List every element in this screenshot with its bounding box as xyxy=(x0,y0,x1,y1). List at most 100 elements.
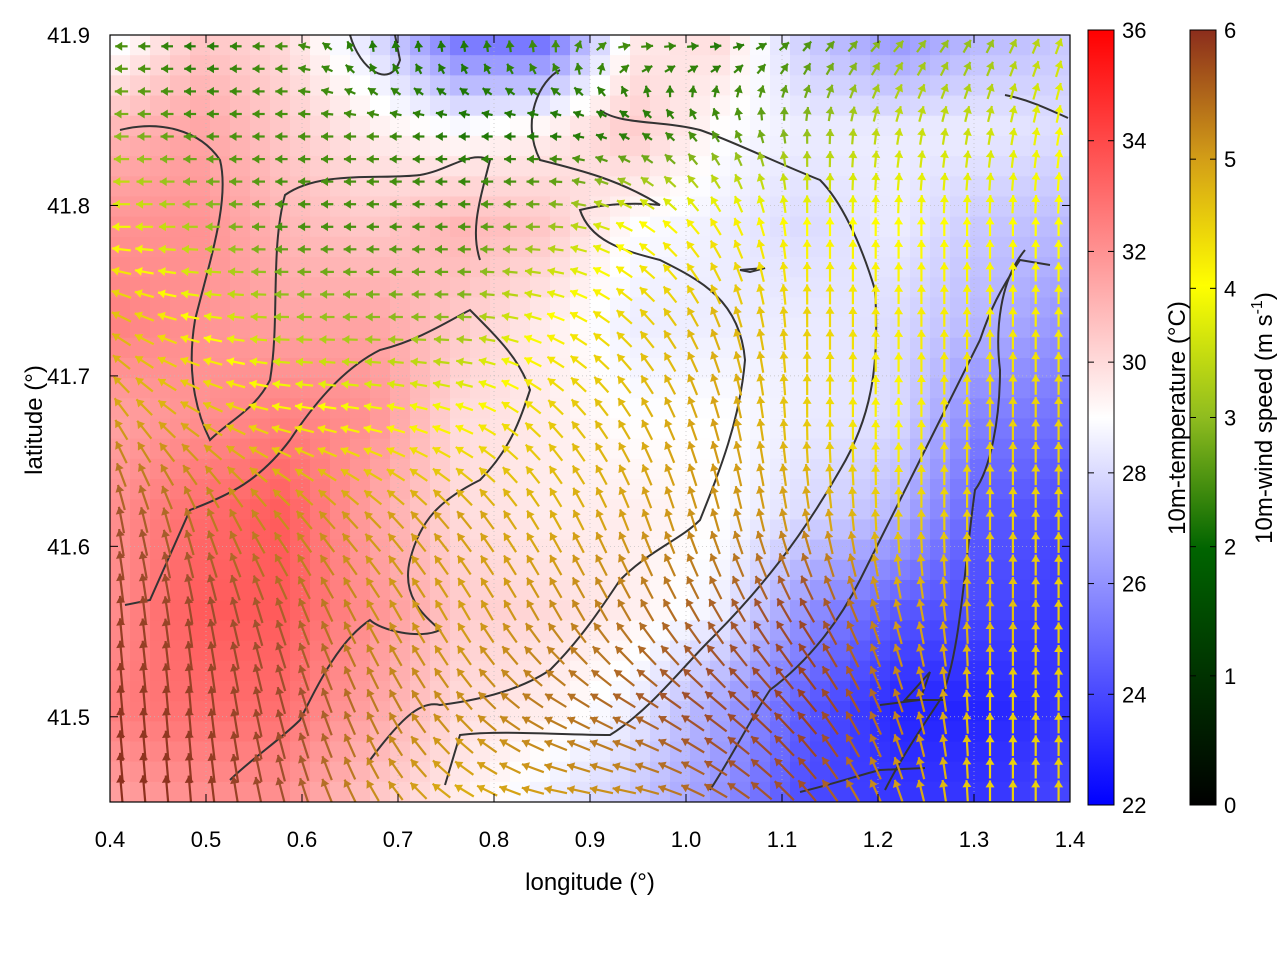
heatmap-cell xyxy=(550,418,571,440)
heatmap-cell xyxy=(550,620,571,642)
heatmap-cell xyxy=(990,499,1011,521)
heatmap-cell xyxy=(350,337,371,359)
wind-arrow xyxy=(229,41,242,51)
wind-arrow xyxy=(434,289,449,299)
heatmap-cell xyxy=(990,680,1011,702)
heatmap-cell xyxy=(890,499,911,521)
wind-arrow xyxy=(871,262,881,282)
heatmap-cell xyxy=(230,135,251,157)
heatmap-cell xyxy=(630,741,651,763)
heatmap-cell xyxy=(230,317,251,339)
heatmap-cell xyxy=(450,257,471,278)
heatmap-cell xyxy=(170,701,191,722)
heatmap-cell xyxy=(710,378,731,399)
heatmap-cell xyxy=(770,741,791,763)
heatmap-cell xyxy=(170,741,191,763)
wind-arrow xyxy=(663,175,677,188)
heatmap-cell xyxy=(650,75,671,97)
wind-arrow xyxy=(274,267,289,277)
heatmap-cell xyxy=(410,721,431,743)
heatmap-cell xyxy=(990,741,1011,763)
heatmap-cell xyxy=(590,357,611,379)
heatmap-cell xyxy=(370,559,391,581)
wind-arrow xyxy=(1031,38,1041,55)
heatmap-cell xyxy=(990,115,1011,137)
heatmap-cell xyxy=(690,297,711,319)
wind-arrow xyxy=(687,64,699,74)
wind-arrow xyxy=(137,154,152,164)
wind-arrow xyxy=(548,199,563,209)
colorbar-tick-label: 3 xyxy=(1224,406,1236,431)
heatmap-cell xyxy=(790,35,811,56)
heatmap-cell xyxy=(770,337,791,359)
heatmap-cell xyxy=(390,680,411,702)
wind-label-exponent: -1 xyxy=(1249,300,1266,314)
heatmap-cell xyxy=(310,398,331,420)
wind-arrow xyxy=(273,335,290,344)
heatmap-cell xyxy=(770,115,791,137)
heatmap-cell xyxy=(830,579,851,601)
wind-arrow xyxy=(1031,307,1041,327)
heatmap-cell xyxy=(610,418,631,440)
wind-arrow xyxy=(275,109,288,119)
heatmap-cell xyxy=(470,559,491,581)
heatmap-cell xyxy=(190,55,211,76)
wind-arrow xyxy=(529,63,538,75)
wind-arrow xyxy=(755,42,768,51)
wind-arrow xyxy=(595,132,608,142)
heatmap-cell xyxy=(930,721,951,743)
heatmap-cell xyxy=(510,257,531,278)
heatmap-cell xyxy=(1050,579,1070,601)
heatmap-cell xyxy=(850,156,871,177)
heatmap-cell xyxy=(130,317,151,339)
wind-arrow xyxy=(546,289,565,299)
wind-arrow xyxy=(939,172,949,191)
wind-arrow xyxy=(640,176,655,187)
colorbar-tick-label: 6 xyxy=(1224,18,1236,43)
wind-arrow xyxy=(665,108,675,120)
wind-arrow xyxy=(1008,105,1018,123)
wind-arrow xyxy=(524,289,542,299)
heatmap-cell xyxy=(990,196,1011,218)
wind-arrow xyxy=(250,289,267,299)
heatmap-cell xyxy=(530,680,551,702)
wind-arrow xyxy=(596,41,607,51)
wind-arrow xyxy=(229,109,242,119)
heatmap-cell xyxy=(210,499,231,521)
heatmap-cell xyxy=(750,337,771,359)
wind-arrow xyxy=(321,65,333,74)
wind-arrow xyxy=(183,177,197,187)
wind-arrow xyxy=(1009,61,1018,77)
heatmap-cell xyxy=(310,519,331,541)
wind-arrow xyxy=(573,86,584,97)
heatmap-cell xyxy=(910,761,931,783)
heatmap-cell xyxy=(450,176,471,198)
heatmap-cell xyxy=(890,579,911,601)
wind-arrow xyxy=(1054,217,1064,237)
wind-arrow xyxy=(848,62,858,76)
heatmap-cell xyxy=(970,196,991,218)
heatmap-cell xyxy=(510,519,531,541)
heatmap-cell xyxy=(650,135,671,157)
heatmap-cell xyxy=(970,600,991,621)
heatmap-cell xyxy=(570,620,591,642)
heatmap-cell xyxy=(550,135,571,157)
wind-arrow xyxy=(709,42,722,51)
heatmap-cell xyxy=(150,398,171,420)
heatmap-cell xyxy=(970,519,991,541)
heatmap-cell xyxy=(910,398,931,420)
heatmap-cell xyxy=(1050,620,1070,642)
heatmap-cell xyxy=(970,559,991,581)
heatmap-cell xyxy=(670,600,691,621)
wind-arrow xyxy=(343,244,357,254)
heatmap-cell xyxy=(810,297,831,319)
heatmap-cell xyxy=(150,357,171,379)
heatmap-cell xyxy=(790,337,811,359)
heatmap-cell xyxy=(290,519,311,541)
heatmap-cell xyxy=(210,257,231,278)
wind-arrow xyxy=(112,222,131,232)
heatmap-cell xyxy=(910,35,931,56)
heatmap-cell xyxy=(470,317,491,339)
wind-arrow xyxy=(504,132,516,141)
